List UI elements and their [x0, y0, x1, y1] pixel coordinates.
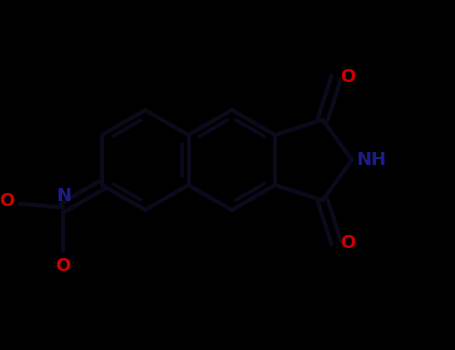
Text: O: O	[56, 258, 71, 275]
Text: O: O	[340, 68, 356, 86]
Text: NH: NH	[356, 151, 386, 169]
Text: O: O	[0, 192, 14, 210]
Text: O: O	[340, 234, 356, 252]
Text: N: N	[56, 187, 71, 205]
